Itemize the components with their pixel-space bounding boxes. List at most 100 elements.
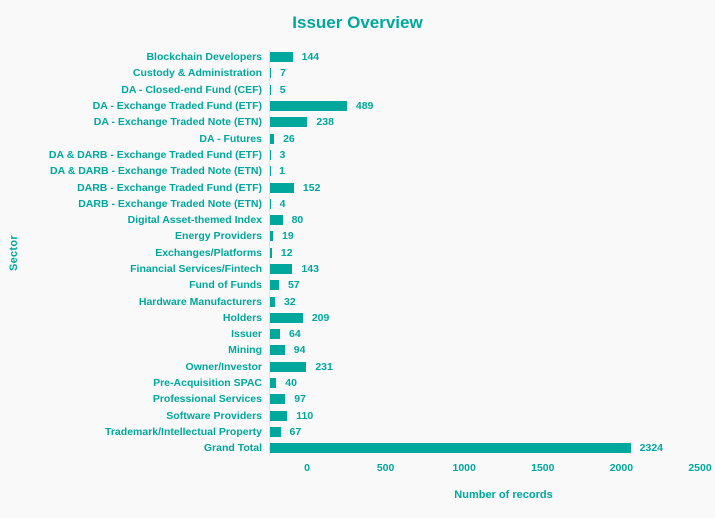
bar-track: 489	[269, 97, 663, 115]
bar-row: Software Providers 110	[38, 407, 715, 424]
category-label: Holders	[222, 311, 262, 324]
bar-track: 7	[269, 65, 663, 82]
bar[interactable]	[270, 68, 272, 79]
bar-value-label: 489	[355, 100, 374, 113]
bar-row: Mining 94	[38, 342, 715, 359]
bar[interactable]	[270, 345, 285, 356]
bar-value-label: 1	[279, 165, 285, 178]
category-label: Pre-Acquisition SPAC	[153, 377, 262, 390]
bar[interactable]	[270, 296, 276, 307]
bar-track: 64	[269, 326, 663, 343]
bar[interactable]	[270, 312, 303, 323]
bar-value-label: 94	[293, 344, 306, 357]
bar-track: 4	[269, 195, 663, 212]
bar[interactable]	[270, 182, 294, 193]
category-label: Blockchain Developers	[146, 51, 262, 64]
bar[interactable]	[270, 329, 281, 340]
bar[interactable]	[270, 215, 283, 226]
bar[interactable]	[270, 84, 271, 95]
bar-row: DA - Exchange Traded Fund (ETF) 489	[38, 97, 715, 115]
bar[interactable]	[270, 280, 279, 291]
bar-value-label: 209	[311, 311, 330, 324]
x-axis-title: Number of records	[454, 489, 553, 502]
category-label: DA & DARB - Exchange Traded Fund (ETF)	[48, 148, 262, 161]
bar-row: DA - Futures 26	[38, 130, 715, 147]
bar[interactable]	[270, 378, 277, 389]
bar-track: 3	[269, 146, 663, 164]
bar-track: 32	[269, 293, 663, 310]
bar-value-label: 144	[301, 51, 320, 64]
bar[interactable]	[270, 117, 308, 128]
bar-value-label: 67	[289, 425, 302, 438]
category-label: Digital Asset-themed Index	[127, 214, 262, 227]
bar-row: DA - Closed-end Fund (CEF) 5	[38, 81, 715, 98]
bar-row: Issuer 64	[38, 326, 715, 343]
bar-track: 40	[269, 374, 663, 392]
bar-value-label: 97	[294, 393, 306, 406]
category-label: Fund of Funds	[189, 279, 262, 292]
bar-value-label: 2324	[639, 442, 663, 455]
bar-value-label: 80	[291, 214, 304, 227]
bar-value-label: 7	[280, 67, 286, 80]
category-label: Trademark/Intellectual Property	[105, 425, 262, 438]
bar[interactable]	[270, 426, 281, 437]
category-label: Energy Providers	[175, 230, 262, 243]
x-axis-tick-label: 0	[304, 462, 310, 475]
category-label: DA - Exchange Traded Note (ETN)	[93, 116, 262, 129]
bar-track: 57	[269, 277, 663, 294]
bar-value-label: 4	[279, 197, 286, 210]
bar-track: 5	[269, 81, 663, 98]
bar-value-label: 40	[285, 377, 297, 390]
bar-row: DARB - Exchange Traded Fund (ETF) 152	[38, 179, 715, 196]
bar-track: 19	[269, 228, 663, 245]
x-axis-tick-label: 1500	[531, 462, 555, 475]
category-label: DA - Exchange Traded Fund (ETF)	[92, 100, 262, 113]
bar[interactable]	[270, 133, 275, 144]
category-label: Hardware Manufacturers	[138, 295, 262, 308]
category-label: Software Providers	[166, 409, 262, 422]
bar-track: 209	[269, 309, 663, 327]
bar-row: Owner/Investor 231	[38, 358, 715, 375]
bar-value-label: 26	[283, 132, 295, 145]
bar-track: 26	[269, 130, 663, 147]
bar-row: Hardware Manufacturers 32	[38, 293, 715, 310]
category-label: Grand Total	[203, 442, 262, 455]
bar-row: Professional Services 97	[38, 391, 715, 408]
bar[interactable]	[270, 231, 273, 242]
category-label: Mining	[228, 344, 262, 357]
category-label: DARB - Exchange Traded Fund (ETF)	[77, 181, 262, 194]
bar[interactable]	[270, 394, 286, 405]
bar-track: 238	[269, 114, 663, 131]
bar-value-label: 231	[315, 360, 333, 373]
bar-track: 2324	[269, 440, 663, 457]
bar-value-label: 238	[316, 116, 334, 129]
bar[interactable]	[270, 264, 293, 274]
bar[interactable]	[270, 247, 272, 258]
category-label: Issuer	[231, 328, 262, 341]
bar-track: 67	[269, 423, 663, 441]
category-label: DA - Closed-end Fund (CEF)	[121, 83, 262, 96]
bar-value-label: 143	[301, 263, 319, 275]
bar-value-label: 32	[284, 295, 296, 308]
bar-value-label: 64	[289, 328, 301, 341]
bar[interactable]	[270, 198, 271, 209]
x-axis-ticks: 0 500 1000 1500 2000 2500	[304, 462, 712, 477]
y-axis-title: Sector	[8, 234, 20, 272]
bar-value-label: 110	[296, 409, 314, 422]
bar[interactable]	[270, 361, 307, 372]
bar-track: 12	[269, 244, 663, 261]
y-axis-title-wrap: Sector	[8, 49, 20, 457]
bar[interactable]	[270, 101, 347, 112]
bar-value-label: 152	[302, 181, 321, 194]
x-axis-tick-label: 500	[376, 462, 395, 475]
bar-row: Digital Asset-themed Index 80	[38, 211, 715, 229]
bar-value-label: 57	[287, 279, 300, 292]
category-label: Professional Services	[152, 393, 262, 406]
bar[interactable]	[270, 52, 293, 63]
bar[interactable]	[270, 410, 288, 421]
bar-rows: Blockchain Developers 144 Custody & Admini…	[38, 49, 715, 457]
bar-track: 80	[269, 211, 663, 229]
bar-row: DARB - Exchange Traded Note (ETN) 4	[38, 195, 715, 212]
bar[interactable]	[270, 443, 631, 454]
category-label: Owner/Investor	[185, 360, 262, 373]
